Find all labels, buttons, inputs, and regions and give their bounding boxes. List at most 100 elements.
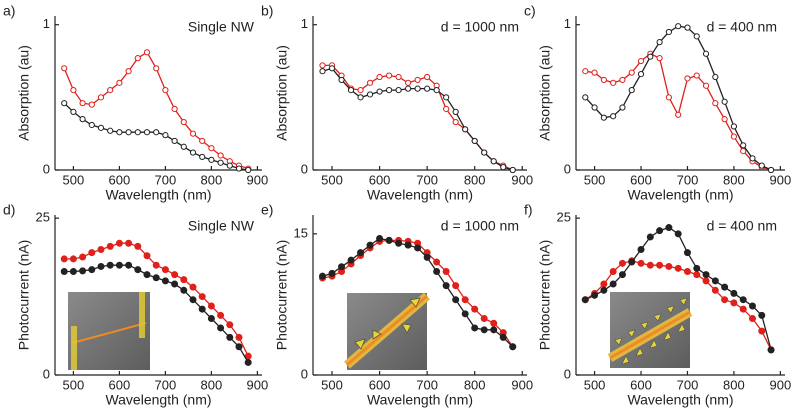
data-point [591,291,599,299]
data-point [740,142,747,149]
data-point [647,53,654,60]
data-point [702,271,710,279]
data-point [712,100,719,107]
data-point [405,85,412,92]
data-point [116,129,123,136]
data-point [226,321,234,329]
y-tick-label: 0 [43,366,50,381]
data-point [125,68,132,75]
data-point [499,333,507,341]
y-tick-label: 1 [564,16,571,31]
data-point [88,101,95,108]
x-tick-label: 500 [63,172,85,187]
x-tick-label: 700 [416,172,438,187]
data-point [582,94,589,101]
data-point [235,333,243,341]
data-point [161,266,169,274]
data-point [328,65,336,72]
x-tick-label: 500 [584,172,606,187]
data-point [319,68,326,75]
x-tick-label: 600 [630,172,652,187]
x-tick-label: 600 [369,377,391,392]
data-point [366,79,374,86]
x-tick-label: 600 [630,377,652,392]
y-axis-label: Absorption (au) [274,45,290,141]
data-point [767,166,775,174]
x-tick-label: 600 [109,377,131,392]
data-point [217,324,225,332]
data-point [443,94,450,101]
data-point [461,296,469,304]
data-point [376,235,384,243]
data-point [357,94,364,101]
data-point [683,267,691,275]
panel-label: b) [261,3,273,19]
data-point [207,302,215,310]
data-point [758,311,766,319]
data-point [665,94,672,101]
data-point [414,85,421,92]
data-point [452,282,460,290]
annotation: d = 1000 nm [441,218,519,234]
data-point [665,262,673,270]
x-tick-label: 800 [201,172,223,187]
data-point [433,86,440,94]
y-tick-label: 0 [301,366,308,381]
x-tick-label: 900 [247,377,269,392]
data-point [656,39,663,46]
data-point [134,242,142,250]
data-point [60,267,68,275]
data-point [702,50,710,57]
data-point [702,277,710,285]
data-point [591,69,598,76]
y-tick-label: 0 [301,161,308,176]
x-tick-label: 900 [511,172,533,187]
data-point [471,324,479,332]
data-point [730,289,738,297]
data-point [721,283,729,291]
data-point [674,264,682,272]
y-tick-label: 15 [294,225,308,240]
data-point [461,310,469,318]
data-point [748,315,756,323]
data-point [376,88,383,95]
data-point [730,133,738,140]
data-point [433,258,441,266]
data-point [376,73,383,81]
data-point [97,246,105,254]
data-point [143,252,151,260]
data-point [591,104,598,111]
data-point [366,241,374,249]
data-point [61,65,68,72]
data-point [189,283,197,291]
data-point [712,73,719,81]
data-point [748,302,756,310]
x-axis-label: Wavelength (nm) [105,187,211,203]
data-point [79,100,86,107]
data-point [244,358,252,366]
data-point [404,241,412,249]
x-tick-label: 800 [723,377,745,392]
x-axis-label: Wavelength (nm) [367,392,473,408]
panel: 500 600 700 800 900 0 1 Wavelength (nm) Absorpti… [3,3,268,203]
data-point [143,271,151,279]
data-point [134,129,141,136]
data-point [69,267,77,275]
data-point [162,86,169,94]
data-point [721,116,728,123]
data-point [97,124,105,131]
inset-d [68,292,150,370]
x-tick-label: 800 [723,172,745,187]
data-point [217,152,224,159]
data-point [509,166,516,174]
data-point [180,118,187,126]
data-point [490,326,498,334]
x-tick-label: 500 [584,377,606,392]
data-point [207,315,215,323]
data-point [684,75,691,82]
x-axis-label: Wavelength (nm) [627,392,733,408]
data-point [70,108,77,115]
data-point [646,261,654,269]
data-point [395,239,403,247]
y-tick-label: 25 [557,210,571,225]
